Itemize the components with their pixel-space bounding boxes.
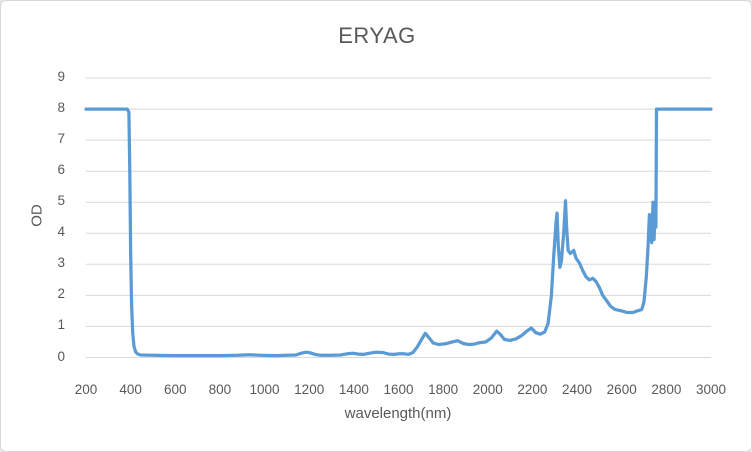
y-tick-label: 4 xyxy=(57,224,65,240)
chart-title: ERYAG xyxy=(338,23,416,48)
y-tick-label: 8 xyxy=(57,100,65,116)
y-tick-label: 7 xyxy=(57,131,65,147)
x-tick-label: 800 xyxy=(208,382,232,397)
x-tick-label: 200 xyxy=(74,382,98,397)
y-tick-label: 6 xyxy=(57,162,65,178)
x-tick-label: 400 xyxy=(119,382,142,397)
x-tick-label: 2600 xyxy=(606,382,637,397)
y-tick-label: 9 xyxy=(57,69,65,84)
y-axis-title: OD xyxy=(28,204,46,227)
x-tick-label: 1400 xyxy=(338,382,369,397)
y-tick-label: 0 xyxy=(57,348,65,364)
x-tick-label: 1800 xyxy=(428,382,459,397)
x-axis-title: wavelength(nm) xyxy=(344,405,452,422)
x-tick-label: 600 xyxy=(164,382,187,397)
x-tick-label: 1600 xyxy=(383,382,414,397)
x-tick-label: 1000 xyxy=(249,382,280,397)
series-line-ERYAG xyxy=(84,107,713,358)
x-tick-label: 1200 xyxy=(294,382,325,397)
y-tick-label: 2 xyxy=(57,286,65,302)
x-tick-label: 2200 xyxy=(517,382,548,397)
x-tick-label: 2400 xyxy=(562,382,593,397)
x-tick-label: 3000 xyxy=(695,382,727,397)
y-tick-label: 1 xyxy=(57,317,65,333)
x-tick-label: 2800 xyxy=(651,382,682,397)
y-tick-label: 5 xyxy=(57,193,65,209)
x-tick-label: 2000 xyxy=(472,382,503,397)
y-tick-label: 3 xyxy=(57,255,65,271)
